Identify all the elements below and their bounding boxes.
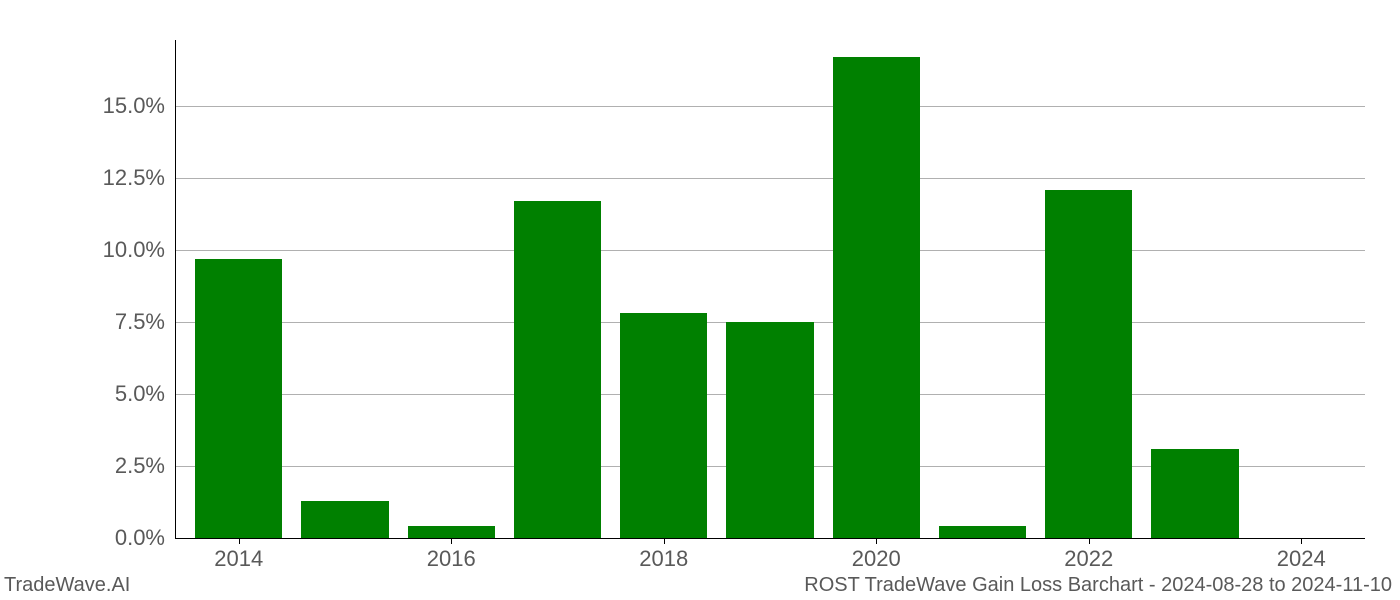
grid-line <box>175 250 1365 251</box>
grid-line <box>175 106 1365 107</box>
footer-left-text: TradeWave.AI <box>4 574 130 597</box>
bar <box>514 201 601 538</box>
x-tick-mark <box>451 538 452 544</box>
grid-line <box>175 178 1365 179</box>
y-tick-label: 7.5% <box>80 309 165 335</box>
x-tick-mark <box>1089 538 1090 544</box>
x-tick-mark <box>876 538 877 544</box>
y-tick-label: 2.5% <box>80 453 165 479</box>
y-tick-label: 12.5% <box>80 165 165 191</box>
bar <box>1045 190 1132 538</box>
x-tick-label: 2022 <box>1049 546 1129 572</box>
bar <box>408 526 495 538</box>
x-tick-mark <box>1301 538 1302 544</box>
x-tick-label: 2020 <box>836 546 916 572</box>
bar <box>726 322 813 538</box>
gain-loss-barchart: TradeWave.AI ROST TradeWave Gain Loss Ba… <box>0 0 1400 600</box>
x-tick-label: 2018 <box>624 546 704 572</box>
x-tick-label: 2016 <box>411 546 491 572</box>
y-axis <box>175 40 176 538</box>
x-tick-label: 2014 <box>199 546 279 572</box>
y-tick-label: 5.0% <box>80 381 165 407</box>
x-tick-label: 2024 <box>1261 546 1341 572</box>
footer-right-text: ROST TradeWave Gain Loss Barchart - 2024… <box>804 574 1392 597</box>
bar <box>195 259 282 538</box>
x-axis <box>175 538 1365 539</box>
y-tick-label: 0.0% <box>80 525 165 551</box>
y-tick-label: 15.0% <box>80 93 165 119</box>
bar <box>1151 449 1238 538</box>
bar <box>939 526 1026 538</box>
bar <box>833 57 920 538</box>
x-tick-mark <box>239 538 240 544</box>
bar <box>620 313 707 538</box>
bar <box>301 501 388 538</box>
y-tick-label: 10.0% <box>80 237 165 263</box>
x-tick-mark <box>664 538 665 544</box>
